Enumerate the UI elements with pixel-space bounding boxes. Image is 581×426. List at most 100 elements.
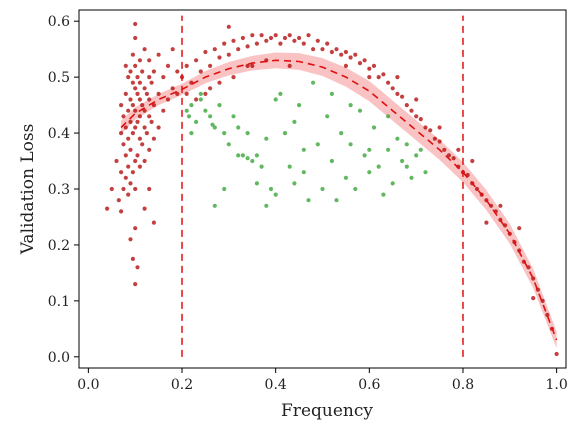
x-tick-label: 0.6: [358, 377, 380, 393]
green-point: [222, 131, 227, 136]
red-point: [217, 55, 222, 60]
red-point: [484, 220, 489, 225]
red-point: [245, 44, 250, 49]
red-point: [133, 63, 138, 68]
confidence-band-layer: [121, 52, 557, 349]
red-point: [128, 181, 133, 186]
red-point: [119, 103, 124, 108]
red-point: [135, 153, 140, 158]
red-point: [212, 47, 217, 52]
red-point: [334, 47, 339, 52]
x-tick-label: 0.0: [77, 377, 99, 393]
red-point: [315, 38, 320, 43]
red-point: [306, 33, 311, 38]
red-point: [126, 192, 131, 197]
green-point: [264, 203, 269, 208]
green-point: [367, 170, 372, 175]
red-point: [123, 125, 128, 130]
red-point: [414, 114, 419, 119]
red-point: [144, 131, 149, 136]
red-point: [149, 119, 154, 124]
green-point: [348, 103, 353, 108]
red-point: [140, 103, 145, 108]
red-point: [184, 91, 189, 96]
red-point: [144, 91, 149, 96]
red-point: [287, 63, 292, 68]
green-point: [278, 91, 283, 96]
red-point: [273, 33, 278, 38]
red-point: [357, 61, 363, 66]
green-point: [254, 181, 259, 186]
fit-curve-line: [120, 59, 558, 341]
red-point: [390, 86, 395, 91]
red-point: [137, 136, 142, 141]
red-point: [123, 153, 128, 158]
green-point: [418, 147, 423, 152]
green-point: [217, 103, 222, 108]
red-point: [151, 136, 156, 141]
green-points-layer: [184, 80, 428, 208]
red-point: [259, 33, 264, 38]
red-point: [198, 69, 203, 74]
red-point: [217, 80, 222, 85]
red-point: [126, 164, 131, 169]
red-point: [133, 86, 138, 91]
green-point: [414, 153, 419, 158]
red-point: [137, 80, 142, 85]
green-point: [184, 108, 189, 113]
red-point: [147, 58, 152, 63]
red-point: [133, 125, 138, 130]
red-point: [121, 186, 126, 192]
red-point: [119, 170, 124, 175]
green-point: [212, 203, 217, 208]
red-point: [268, 35, 274, 41]
green-point: [222, 186, 227, 192]
red-point: [208, 63, 213, 68]
red-point: [175, 69, 180, 74]
red-point: [414, 97, 419, 102]
green-point: [325, 114, 330, 119]
red-point: [311, 47, 316, 52]
red-point: [123, 63, 128, 68]
green-point: [423, 170, 428, 175]
red-point: [137, 97, 142, 102]
green-point: [297, 103, 302, 108]
red-point: [282, 35, 288, 41]
green-point: [400, 158, 405, 164]
red-point: [126, 75, 131, 80]
red-point: [114, 158, 119, 164]
green-point: [320, 186, 325, 192]
green-point: [268, 186, 274, 192]
red-point: [142, 86, 147, 91]
red-point: [437, 139, 442, 144]
red-point: [395, 91, 400, 96]
green-point: [282, 131, 288, 136]
green-point: [203, 108, 208, 113]
red-point: [147, 147, 152, 152]
green-point: [362, 153, 367, 158]
green-point: [395, 136, 400, 141]
red-point: [130, 256, 135, 261]
red-point: [137, 164, 142, 169]
red-point: [130, 80, 135, 85]
red-point: [226, 52, 231, 57]
red-point: [386, 80, 391, 85]
x-tick-label: 0.4: [265, 377, 287, 393]
red-point: [231, 38, 236, 43]
red-point: [121, 114, 126, 119]
red-point: [130, 103, 135, 108]
red-point: [194, 58, 199, 63]
green-point: [367, 147, 372, 152]
red-point: [128, 119, 133, 124]
fit-line-layer: [120, 59, 558, 341]
green-point: [409, 175, 414, 180]
green-point: [287, 164, 292, 169]
red-point: [156, 125, 161, 130]
red-point: [123, 175, 128, 180]
red-point: [343, 63, 348, 68]
green-point: [254, 153, 259, 158]
red-point: [140, 142, 145, 147]
x-axis-label: Frequency: [281, 401, 373, 421]
red-point: [151, 103, 156, 108]
y-tick-label: 0.4: [48, 126, 70, 142]
